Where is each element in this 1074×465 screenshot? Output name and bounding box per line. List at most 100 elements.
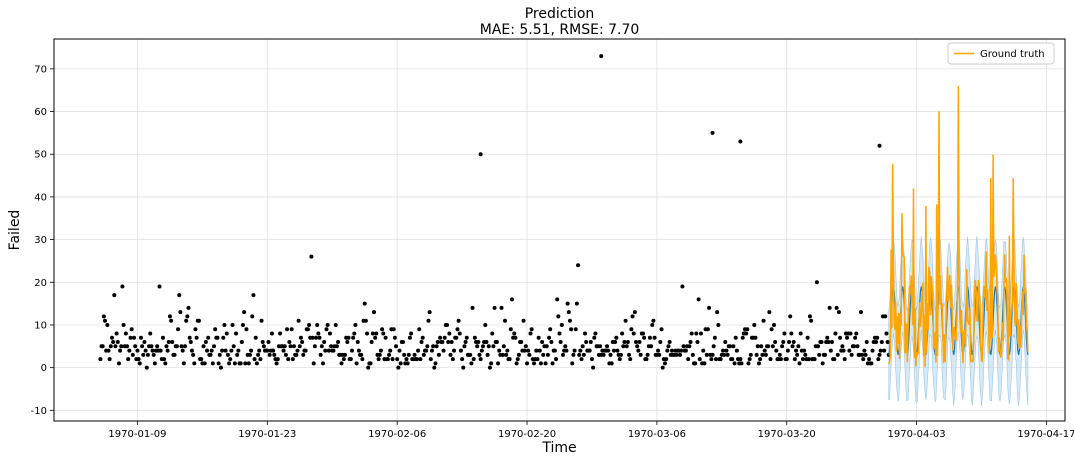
observed-point	[845, 335, 850, 340]
observed-point	[858, 310, 863, 315]
observed-point	[674, 352, 679, 357]
observed-point	[261, 344, 266, 349]
observed-point	[759, 344, 764, 349]
observed-point	[817, 352, 822, 357]
observed-point	[298, 335, 303, 340]
observed-point	[397, 348, 402, 353]
observed-point	[711, 344, 716, 349]
observed-point	[188, 340, 193, 345]
observed-point	[137, 361, 142, 366]
observed-point	[404, 357, 409, 362]
observed-point	[832, 357, 837, 362]
observed-point	[849, 352, 854, 357]
observed-point	[145, 352, 150, 357]
observed-point	[842, 357, 847, 362]
observed-point	[638, 352, 643, 357]
observed-point	[628, 357, 633, 362]
observed-point	[461, 365, 466, 370]
observed-point	[469, 361, 474, 366]
observed-point	[121, 322, 126, 327]
observed-point	[734, 348, 739, 353]
observed-point	[686, 357, 691, 362]
observed-point	[820, 361, 825, 366]
observed-point	[724, 348, 729, 353]
x-tick-label: 1970-04-17	[1017, 429, 1074, 440]
observed-point	[307, 322, 312, 327]
observed-point	[185, 314, 190, 319]
observed-point	[238, 361, 243, 366]
observed-point	[572, 348, 577, 353]
observed-point	[133, 344, 138, 349]
observed-point	[579, 357, 584, 362]
observed-point	[249, 348, 254, 353]
observed-point	[716, 322, 721, 327]
observed-point	[135, 348, 140, 353]
observed-point	[206, 335, 211, 340]
observed-point	[388, 348, 393, 353]
observed-point	[731, 344, 736, 349]
observed-point	[829, 340, 834, 345]
observed-point	[537, 348, 542, 353]
observed-point	[433, 361, 438, 366]
observed-point	[320, 361, 325, 366]
observed-point	[634, 340, 639, 345]
observed-point	[445, 322, 450, 327]
observed-point	[583, 331, 588, 336]
observed-point	[295, 348, 300, 353]
observed-point	[202, 361, 207, 366]
observed-point	[441, 348, 446, 353]
observed-point	[862, 348, 867, 353]
observed-point	[636, 348, 641, 353]
observed-point	[601, 352, 606, 357]
observed-point	[194, 335, 199, 340]
observed-point	[407, 335, 412, 340]
observed-point	[305, 327, 310, 332]
observed-point	[223, 348, 228, 353]
observed-point	[760, 352, 765, 357]
observed-point	[512, 331, 517, 336]
observed-point	[693, 361, 698, 366]
observed-point	[115, 340, 120, 345]
observed-point	[205, 348, 210, 353]
observed-point	[460, 357, 465, 362]
observed-point	[665, 348, 670, 353]
observed-point	[588, 340, 593, 345]
observed-point	[509, 297, 514, 302]
observed-point	[326, 348, 331, 353]
observed-point	[869, 361, 874, 366]
observed-point	[768, 357, 773, 362]
observed-point	[748, 352, 753, 357]
ground-truth-path	[888, 85, 1029, 367]
observed-point	[409, 331, 414, 336]
observed-point	[232, 361, 237, 366]
observed-point	[362, 301, 367, 306]
observed-point	[552, 348, 557, 353]
observed-point	[217, 352, 222, 357]
observed-point	[151, 352, 156, 357]
observed-point	[130, 352, 135, 357]
observed-point	[150, 348, 155, 353]
observed-point	[485, 352, 490, 357]
observed-point	[650, 322, 655, 327]
observed-point	[632, 310, 637, 315]
observed-point	[208, 352, 213, 357]
observed-point	[132, 335, 136, 340]
x-tick-label: 1970-01-09	[108, 429, 166, 440]
observed-point	[478, 357, 483, 362]
observed-point	[841, 348, 846, 353]
observed-point	[695, 340, 700, 345]
y-axis-label: Failed	[7, 210, 23, 251]
observed-point	[763, 352, 768, 357]
observed-point	[486, 344, 491, 349]
observed-point	[256, 352, 261, 357]
observed-point	[252, 357, 257, 362]
observed-point	[258, 357, 263, 362]
x-tick-label: 1970-03-06	[628, 429, 686, 440]
observed-point	[236, 348, 241, 353]
observed-point	[554, 357, 559, 362]
observed-point	[449, 340, 454, 345]
observed-point	[480, 344, 485, 349]
observed-point	[874, 340, 879, 345]
observed-point	[593, 331, 598, 336]
observed-point	[311, 361, 316, 366]
